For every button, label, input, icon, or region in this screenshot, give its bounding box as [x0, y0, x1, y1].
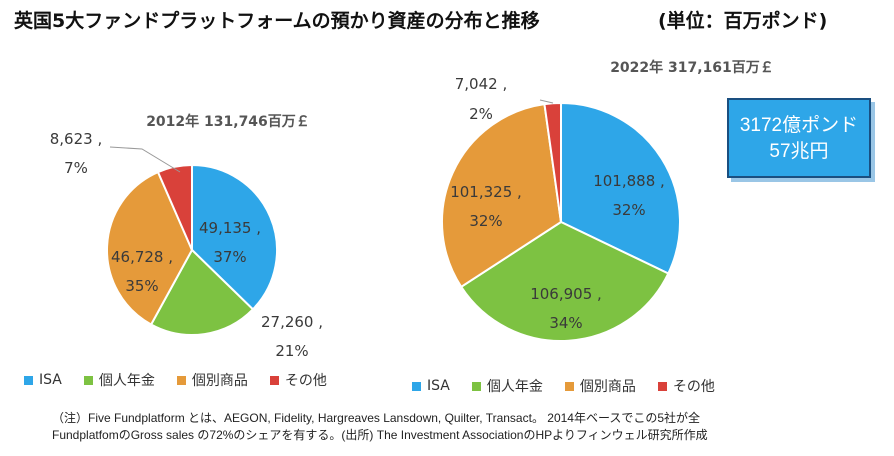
legend-label: 個人年金 [486, 379, 543, 395]
legend-swatch [83, 375, 93, 385]
legend-item: ISA [24, 370, 62, 390]
legend-item: その他 [657, 376, 715, 396]
pie-slice-個別商品 [441, 103, 563, 289]
legend-swatch [657, 381, 667, 391]
legend-swatch [564, 381, 574, 391]
footnote-line-2: FundplatfomのGross sales の72%のシェアを有する。(出所… [52, 428, 708, 442]
slice-value-label: 106,905 , [530, 285, 602, 303]
slice-percent-label: 21% [275, 342, 308, 360]
slice-value-label: 101,888 , [593, 172, 665, 190]
legend-item: ISA [412, 376, 450, 396]
legend-item: その他 [269, 370, 327, 390]
leader-line [109, 146, 181, 173]
total-callout-box: 3172億ポンド 57兆円 [727, 98, 871, 178]
pie-slice-個別商品 [106, 170, 194, 326]
slice-value-label: 27,260 , [261, 313, 323, 331]
legend-label: その他 [284, 373, 327, 389]
pie-slice-個人年金 [459, 220, 670, 342]
footnote-line-1: （注）Five Fundplatform とは、AEGON, Fidelity,… [52, 411, 701, 425]
slice-value-label: 49,135 , [199, 219, 261, 237]
legend-label: ISA [39, 372, 62, 388]
pie-slice-ISA [560, 101, 681, 275]
leader-line [539, 99, 554, 104]
legend-2022: ISA 個人年金 個別商品 その他 [412, 376, 715, 396]
slice-value-label: 101,325 , [450, 183, 522, 201]
legend-2012: ISA 個人年金 個別商品 その他 [24, 370, 327, 390]
slice-value-label: 7,042 , [455, 75, 507, 93]
unit-label: (単位：百万ポンド) [658, 10, 828, 32]
chart-title: 2012年 131,746百万￡ [146, 113, 310, 130]
legend-swatch [471, 381, 481, 391]
legend-swatch [412, 381, 421, 391]
slice-percent-label: 32% [612, 201, 645, 219]
slice-percent-label: 37% [213, 248, 246, 266]
legend-item: 個人年金 [83, 370, 155, 390]
slice-percent-label: 35% [125, 277, 158, 295]
legend-label: 個別商品 [579, 379, 636, 395]
slice-value-label: 8,623 , [50, 130, 102, 148]
callout-line-1: 3172億ポンド [739, 115, 859, 136]
legend-swatch [269, 375, 279, 385]
pie-slice-ISA [191, 163, 278, 311]
legend-label: その他 [672, 379, 715, 395]
footnote: （注）Five Fundplatform とは、AEGON, Fidelity,… [52, 410, 882, 444]
slice-percent-label: 34% [549, 314, 582, 332]
chart-title: 2022年 317,161百万￡ [610, 59, 774, 76]
page-title: 英国5大ファンドプラットフォームの預かり資産の分布と推移 [14, 10, 540, 32]
slice-percent-label: 32% [469, 212, 502, 230]
slice-percent-label: 7% [64, 159, 88, 177]
legend-label: ISA [427, 378, 450, 394]
callout-line-2: 57兆円 [769, 141, 829, 162]
pie-slice-個人年金 [149, 248, 255, 336]
legend-item: 個別商品 [176, 370, 248, 390]
slice-percent-label: 2% [469, 105, 493, 123]
slice-value-label: 46,728 , [111, 248, 173, 266]
legend-label: 個別商品 [191, 373, 248, 389]
pie-slice-その他 [156, 163, 193, 251]
legend-swatch [24, 375, 33, 385]
legend-label: 個人年金 [98, 373, 155, 389]
legend-item: 個別商品 [564, 376, 636, 396]
legend-item: 個人年金 [471, 376, 543, 396]
legend-swatch [176, 375, 186, 385]
